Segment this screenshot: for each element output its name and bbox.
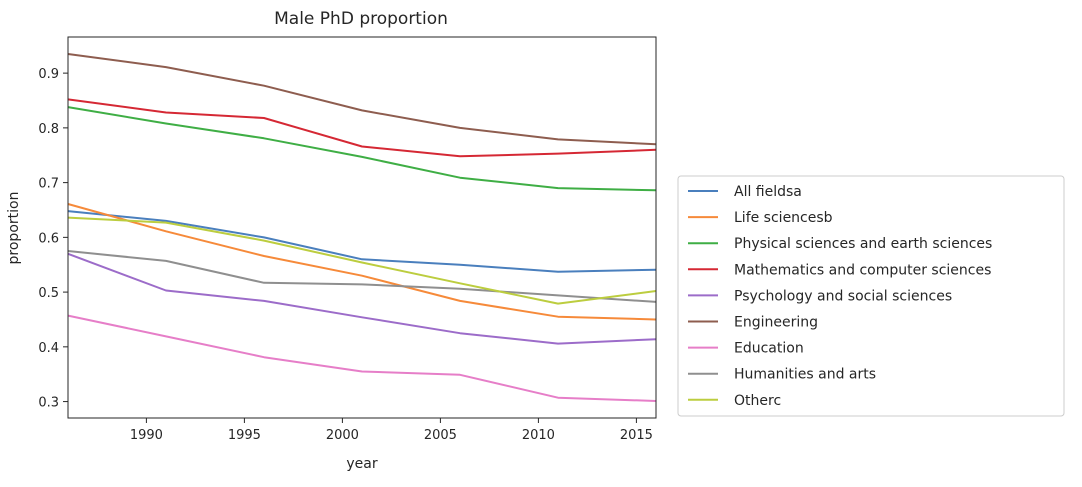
series-line-7 [67, 250, 657, 303]
legend-label-5: Engineering [734, 315, 818, 331]
x-tick-label: 2005 [424, 428, 457, 443]
chart-title: Male PhD proportion [274, 9, 448, 29]
legend-label-8: Otherc [734, 393, 781, 409]
series-line-3 [67, 98, 657, 158]
x-tick-label: 2010 [522, 428, 555, 443]
y-tick-label: 0.7 [38, 177, 59, 192]
x-tick-label: 1990 [130, 428, 163, 443]
legend-label-6: Education [734, 341, 804, 357]
y-tick-label: 0.4 [38, 341, 59, 356]
series-line-2 [67, 106, 657, 192]
legend-label-2: Physical sciences and earth sciences [734, 236, 992, 252]
series-line-8 [67, 216, 657, 305]
legend-frame [677, 175, 1065, 417]
x-axis-label: year [346, 456, 377, 472]
x-tick-label: 2000 [326, 428, 359, 443]
legend-label-7: Humanities and arts [734, 367, 876, 383]
y-axis-label: proportion [6, 192, 22, 265]
y-tick-label: 0.5 [38, 286, 59, 301]
plot-frame [67, 36, 657, 419]
series-line-0 [67, 210, 657, 273]
series-line-5 [67, 53, 657, 146]
x-axis: 1990 1995 2000 2005 2010 2015 [130, 418, 653, 443]
series-line-4 [67, 252, 657, 345]
x-tick-label: 2015 [620, 428, 653, 443]
legend-label-3: Mathematics and computer sciences [734, 262, 991, 278]
y-tick-label: 0.3 [38, 396, 59, 411]
y-tick-label: 0.8 [38, 122, 59, 137]
y-tick-label: 0.6 [38, 231, 59, 246]
x-tick-label: 1995 [228, 428, 261, 443]
legend-label-0: All fieldsa [734, 184, 802, 200]
plot-lines [67, 53, 657, 402]
legend-label-1: Life sciencesb [734, 210, 833, 226]
series-line-1 [67, 203, 657, 321]
series-line-6 [67, 314, 657, 402]
y-tick-label: 0.9 [38, 67, 59, 82]
y-axis: 0.3 0.4 0.5 0.6 0.7 0.8 0.9 [38, 67, 68, 411]
legend: All fieldsa Life sciencesb Physical scienc… [677, 175, 1065, 417]
legend-label-4: Psychology and social sciences [734, 288, 952, 304]
